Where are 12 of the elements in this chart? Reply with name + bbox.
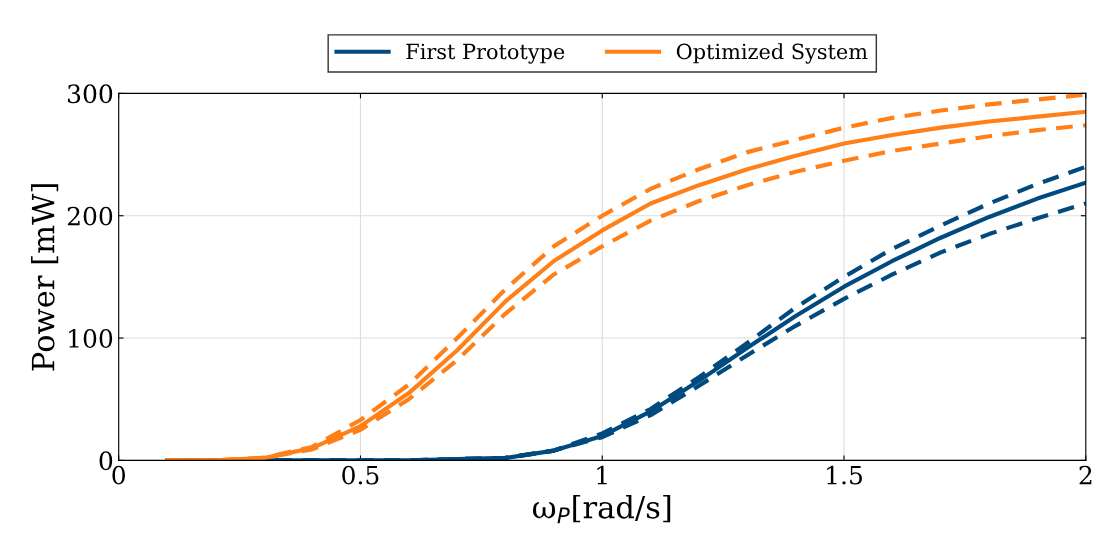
y-tick-label: 0 bbox=[99, 451, 113, 471]
y-tick-label: 100 bbox=[69, 328, 113, 348]
y-tick-label: 200 bbox=[67, 206, 113, 226]
x-axis-title: ω$_{P}$[rad/s] bbox=[533, 494, 671, 524]
x-tick-label: 0.5 bbox=[342, 465, 379, 485]
legend-label: First Prototype bbox=[406, 43, 565, 64]
y-tick-label: 300 bbox=[68, 84, 113, 104]
legend-label: Optimized System bbox=[676, 43, 868, 64]
x-tick-label: 1.5 bbox=[827, 465, 862, 485]
y-axis-title: Power [mW] bbox=[30, 184, 59, 371]
x-tick-label: 2 bbox=[1079, 465, 1092, 485]
x-tick-label: 1 bbox=[597, 465, 607, 485]
